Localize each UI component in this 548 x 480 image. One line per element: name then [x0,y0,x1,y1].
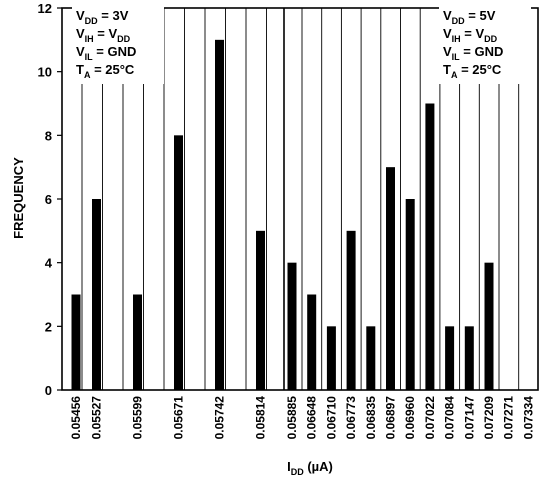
y-axis-title: FREQUENCY [11,157,26,239]
bar [445,326,455,390]
bar [386,167,395,390]
bar [326,326,336,390]
bar [215,39,224,390]
y-tick-label: 0 [45,383,52,398]
x-tick-labels: 0.05456 0.05527 0.05599 0.05671 0.05742 0.058… [69,396,535,440]
y-tick-label: 6 [45,192,52,207]
x-tick-label: 0.06835 [364,396,378,440]
bar [405,199,415,390]
bar [366,326,376,390]
x-axis-title: IDD (µA) [287,459,333,477]
x-tick-label: 0.07147 [462,396,476,440]
x-tick-label: 0.05599 [131,396,145,440]
plot-frame [57,7,539,391]
x-tick-label: 0.06960 [403,396,417,440]
right-annotation-line: VIL = GND [443,44,503,62]
x-tick-label: 0.07084 [443,396,457,440]
bar [71,294,81,390]
x-tick-label: 0.07209 [482,396,496,440]
bar [287,262,297,390]
left-annotation-line: VIH = VDD [76,26,131,44]
x-tick-label: 0.07334 [521,396,535,440]
right-annotation-line: VDD = 5V [443,8,496,26]
y-tick-label: 4 [45,256,53,271]
bar [346,230,356,390]
x-tick-label: 0.06897 [384,396,398,440]
left-annotation-line: VDD = 3V [76,8,129,26]
x-tick-label: 0.05885 [285,396,299,440]
grid-lines [81,8,520,390]
x-tick-label: 0.05456 [69,396,83,440]
bar [307,294,317,390]
right-annotation-line: VIH = VDD [443,26,498,44]
right-annotation-line: TA = 25°C [443,62,502,80]
bars [71,39,494,390]
right-annotation-box [439,6,531,84]
x-tick-label: 0.07271 [502,396,516,440]
left-annotation-line: VIL = GND [76,44,136,62]
bar [174,135,183,390]
x-tick-label: 0.06773 [344,396,358,440]
x-tick-label: 0.05527 [90,396,104,440]
y-tick-label: 8 [45,128,52,143]
x-tick-label: 0.05671 [172,396,186,440]
x-tick-label: 0.06710 [324,396,338,440]
x-tick-label: 0.05814 [254,396,268,440]
y-tick-label: 12 [38,1,52,16]
y-tick-label: 2 [45,319,52,334]
x-tick-label: 0.06648 [305,396,319,440]
x-tick-label: 0.05742 [213,396,227,440]
bar [92,199,101,390]
x-tick-label: 0.07022 [423,396,437,440]
bar [484,262,494,390]
y-tick-labels: 0 2 4 6 8 10 12 [38,1,53,398]
y-tick-label: 10 [38,65,52,80]
bar [256,230,265,390]
bar [425,103,435,390]
left-annotation-line: TA = 25°C [76,62,135,80]
bar [133,294,142,390]
left-annotation-box [72,6,164,84]
bar [464,326,474,390]
